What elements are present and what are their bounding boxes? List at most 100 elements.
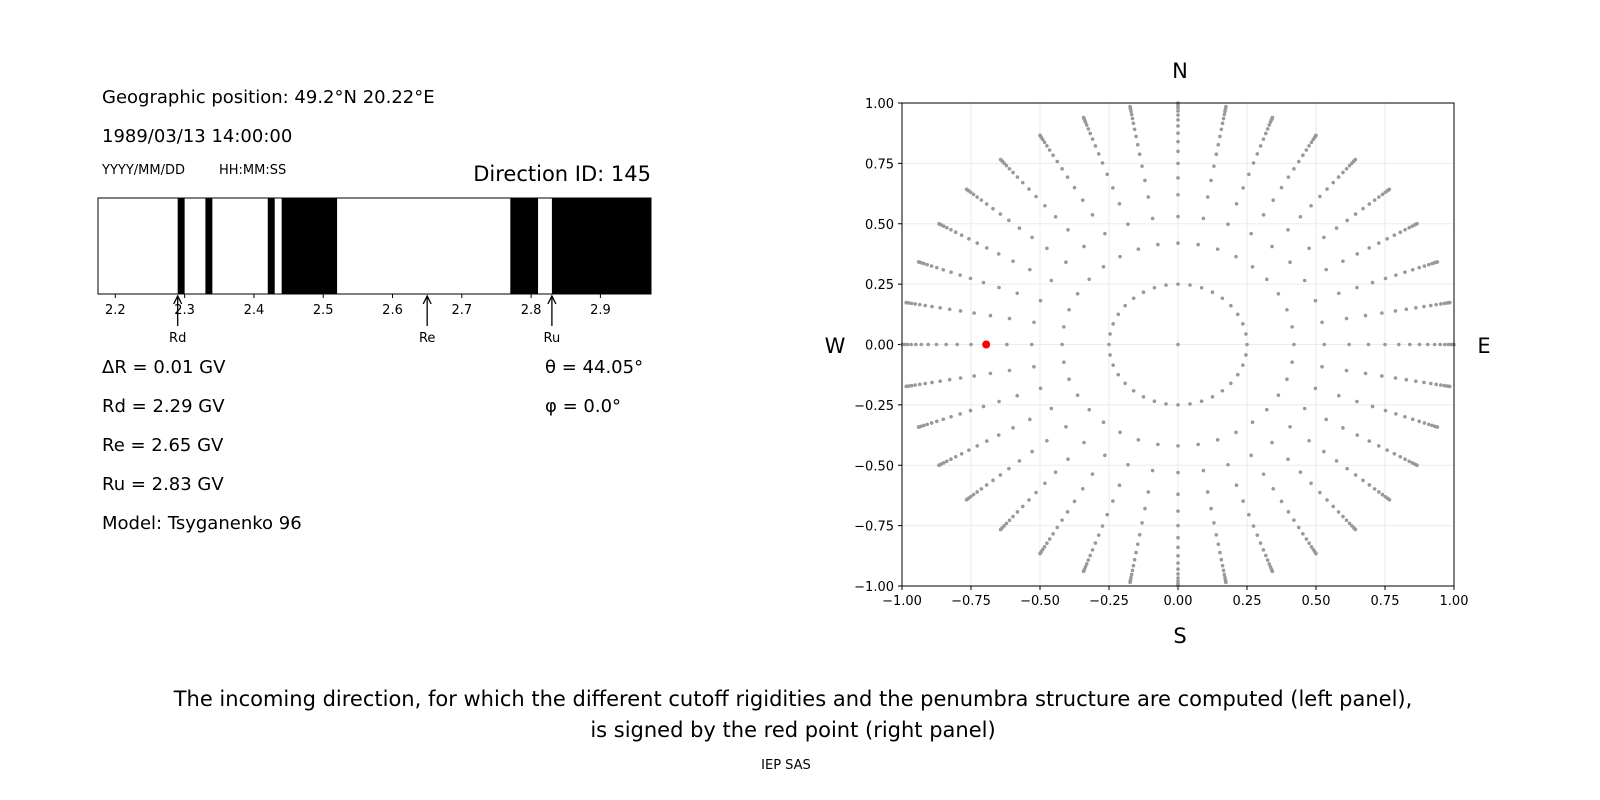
direction-point	[937, 221, 941, 226]
direction-point	[1377, 490, 1381, 494]
direction-point	[975, 490, 979, 494]
direction-point	[1414, 306, 1418, 310]
direction-point	[981, 280, 986, 285]
direction-point	[1150, 468, 1155, 473]
direction-point	[1086, 558, 1091, 562]
direction-point	[1130, 116, 1135, 121]
direction-point	[1288, 260, 1292, 265]
direction-point	[1176, 545, 1180, 550]
direction-point	[1209, 506, 1213, 511]
direction-point	[1271, 198, 1276, 202]
direction-point	[1235, 372, 1240, 377]
direction-point	[1028, 267, 1032, 272]
direction-point	[1448, 384, 1452, 389]
direction-point	[941, 417, 946, 422]
direction-point	[1101, 420, 1106, 424]
direction-point	[1221, 568, 1226, 573]
direction-point	[1361, 478, 1365, 483]
direction-point	[1448, 300, 1452, 305]
direction-point	[949, 227, 953, 232]
model: Model: Tsyganenko 96	[102, 513, 302, 534]
caption-line-1: The incoming direction, for which the di…	[173, 687, 1413, 711]
direction-point	[1032, 320, 1036, 325]
direction-point	[988, 313, 993, 318]
direction-point	[1007, 368, 1012, 373]
x-tick-label: 2.4	[244, 303, 265, 318]
direction-point	[1214, 532, 1219, 537]
direction-point	[1136, 438, 1141, 442]
direction-point	[1131, 388, 1136, 393]
direction-point	[967, 448, 971, 452]
direction-point	[1226, 222, 1230, 227]
direction-point	[1043, 481, 1047, 486]
direction-point	[1045, 541, 1049, 545]
direction-point	[1034, 194, 1038, 199]
direction-point	[1341, 170, 1345, 175]
direction-point	[1410, 267, 1415, 272]
direction-point	[1355, 399, 1359, 404]
y-tick-label: 0.25	[865, 278, 894, 293]
direction-point	[1288, 424, 1292, 429]
direction-point	[1065, 175, 1070, 179]
direction-point	[1209, 178, 1213, 183]
forbidden-band	[551, 198, 651, 294]
direction-point	[972, 374, 976, 378]
direction-point	[1123, 381, 1127, 386]
direction-point	[1261, 213, 1266, 217]
direction-point	[1221, 116, 1226, 121]
direction-point	[1394, 273, 1398, 277]
direction-point	[1043, 203, 1047, 208]
direction-point	[1298, 215, 1303, 219]
direction-point	[1084, 123, 1089, 127]
direction-point	[1250, 265, 1255, 269]
direction-point	[1234, 430, 1238, 435]
direction-point	[1176, 192, 1180, 197]
direction-point	[1370, 280, 1375, 285]
direction-point	[1051, 153, 1055, 158]
direction-point	[1096, 533, 1101, 537]
direction-point	[1064, 424, 1068, 429]
direction-point	[1377, 195, 1381, 199]
direction-point	[1407, 225, 1411, 230]
direction-point	[1270, 244, 1274, 249]
direction-point	[1038, 298, 1043, 303]
direction-point	[1304, 537, 1309, 541]
direction-point	[958, 273, 962, 277]
direction-point	[1064, 260, 1068, 265]
direction-point	[996, 252, 1001, 256]
direction-point	[1220, 296, 1225, 301]
direction-point	[1027, 498, 1031, 502]
direction-point	[1011, 259, 1015, 263]
direction-point	[1215, 438, 1220, 442]
direction-point	[1271, 487, 1276, 491]
direction-point	[979, 487, 984, 491]
direction-point	[1345, 466, 1349, 471]
direction-point	[958, 412, 962, 416]
direction-point	[1176, 567, 1180, 571]
direction-point	[1244, 332, 1248, 336]
direction-point	[1229, 381, 1233, 386]
direction-point	[914, 342, 918, 347]
y-tick-label: 1.00	[865, 97, 894, 112]
y-tick-label: −0.50	[854, 459, 894, 474]
direction-point	[1380, 492, 1385, 497]
direction-point	[1264, 407, 1269, 412]
direction-point	[1103, 231, 1107, 236]
direction-point	[1126, 222, 1130, 227]
direction-point	[1072, 185, 1077, 190]
direction-point	[1087, 407, 1091, 412]
direction-point	[1015, 510, 1020, 514]
direction-point	[1146, 490, 1151, 494]
direction-point	[944, 342, 948, 347]
marker-label: Ru	[544, 331, 561, 346]
direction-point	[1093, 144, 1098, 148]
y-tick-label: 0.50	[865, 218, 894, 233]
direction-point	[1336, 510, 1341, 514]
direction-point	[1438, 342, 1442, 347]
direction-point	[1422, 380, 1426, 385]
direction-point	[1219, 557, 1224, 562]
direction-point	[1422, 264, 1427, 268]
direction-scatter: −1.00 −0.75 −0.50 −0.25 0.00 0.25 0.50 0.75 1.00…	[854, 97, 1468, 609]
direction-point	[1314, 133, 1318, 138]
direction-point	[1015, 393, 1019, 398]
